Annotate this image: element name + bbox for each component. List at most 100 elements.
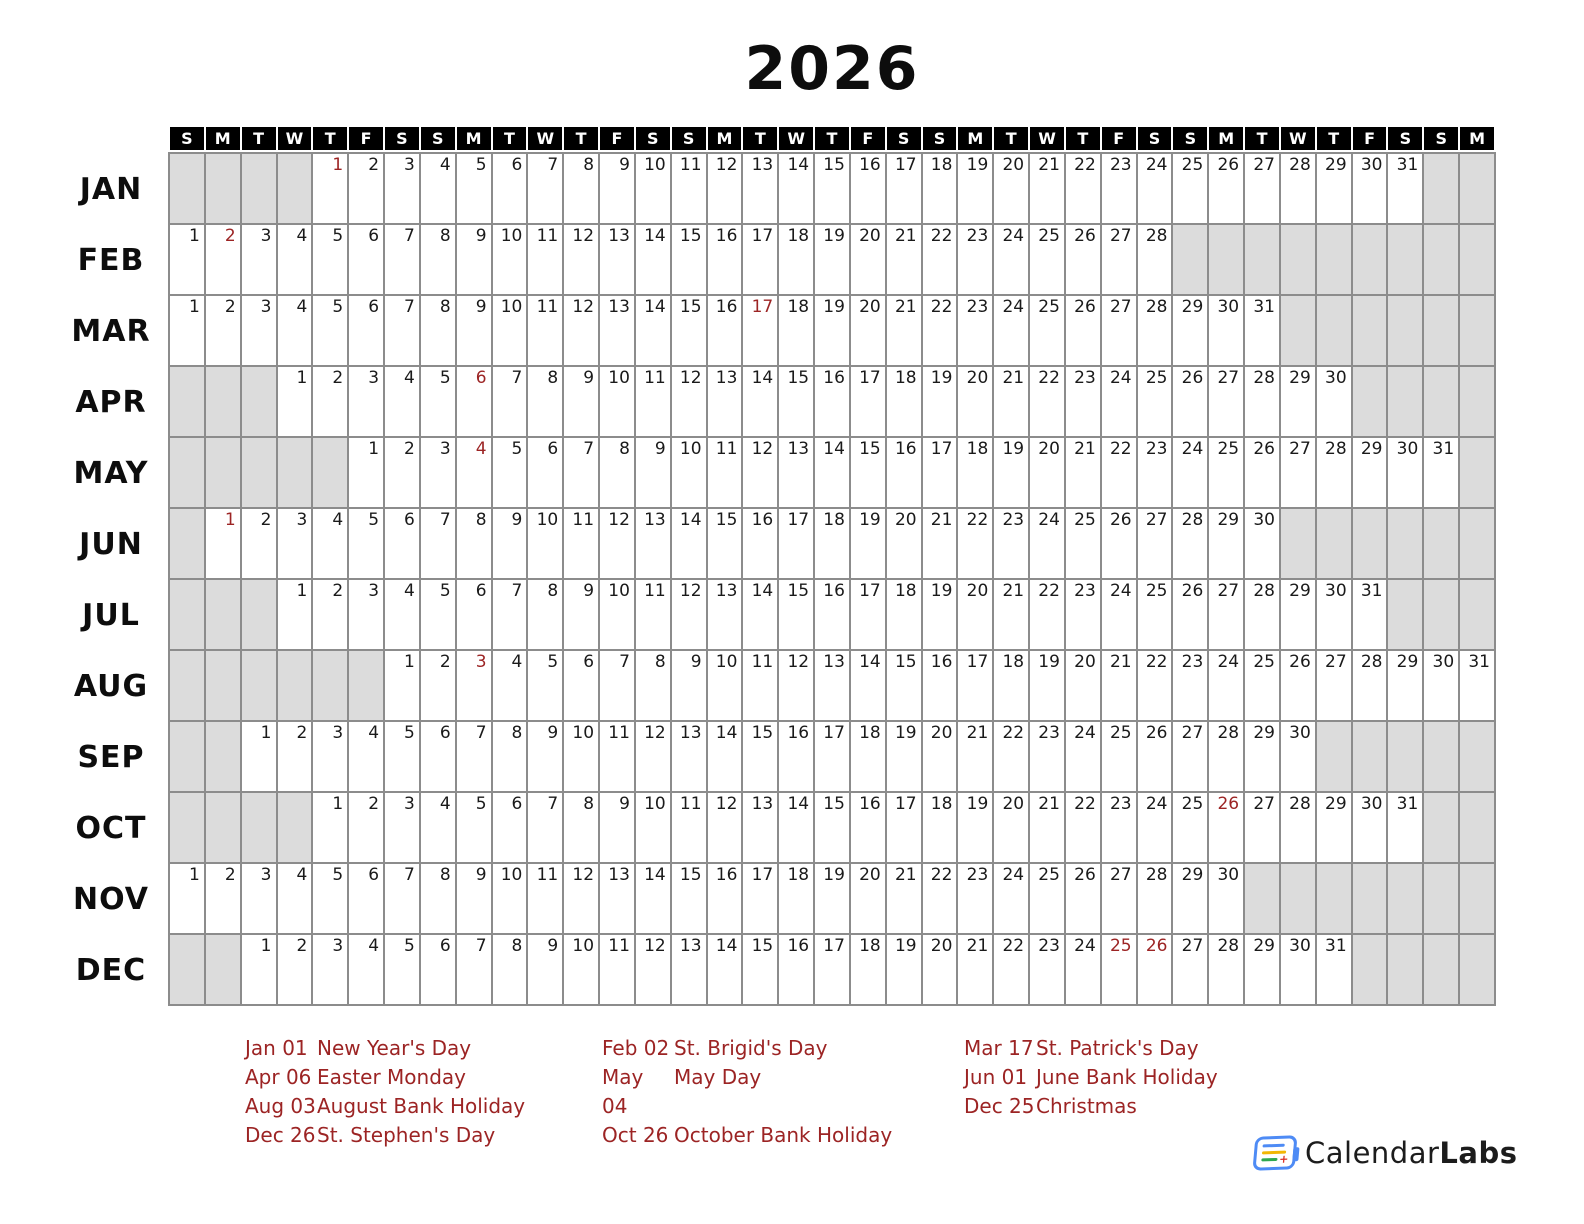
weekday-header-cell-15: S <box>671 127 706 150</box>
empty-cell <box>1245 864 1279 933</box>
holiday-date: Mar 17 <box>964 1036 1034 1060</box>
day-cell-feb-8: 8 <box>420 225 455 294</box>
empty-cell <box>1388 367 1423 436</box>
day-cell-nov-30: 30 <box>1209 864 1244 933</box>
empty-cell <box>1352 296 1387 365</box>
day-cell-nov-8: 8 <box>420 864 455 933</box>
empty-cell <box>349 651 384 720</box>
holiday-name: Christmas <box>1036 1094 1137 1118</box>
day-cell-feb-24: 24 <box>994 225 1029 294</box>
day-cell-mar-8: 8 <box>420 296 455 365</box>
day-cell-nov-17: 17 <box>743 864 778 933</box>
month-label-dec: DEC <box>75 953 147 988</box>
day-cell-dec-13: 13 <box>671 935 706 1004</box>
day-cell-nov-15: 15 <box>671 864 706 933</box>
day-cell-apr-5: 5 <box>420 367 455 436</box>
weekday-header-cell-25: W <box>1030 127 1064 150</box>
day-cell-apr-18: 18 <box>886 367 921 436</box>
day-cell-aug-4: 4 <box>492 651 527 720</box>
day-cell-sep-6: 6 <box>420 722 455 791</box>
empty-cell <box>1388 580 1423 649</box>
day-cell-apr-6: 6 <box>456 367 491 436</box>
empty-cell <box>1424 935 1459 1004</box>
logo-red-plus-icon: + <box>1278 1152 1290 1166</box>
day-cell-sep-19: 19 <box>886 722 921 791</box>
day-cell-jan-26: 26 <box>1209 154 1244 223</box>
day-cell-oct-25: 25 <box>1173 793 1208 862</box>
day-cell-mar-14: 14 <box>635 296 670 365</box>
day-cell-jan-31: 31 <box>1388 154 1423 223</box>
holiday-legend-item: Jan 01 New Year's Day <box>245 1034 525 1063</box>
holiday-legend-item: Mar 17 St. Patrick's Day <box>964 1034 1218 1063</box>
day-cell-mar-9: 9 <box>456 296 491 365</box>
day-cell-jul-31: 31 <box>1352 580 1387 649</box>
day-cell-nov-26: 26 <box>1065 864 1100 933</box>
day-cell-dec-5: 5 <box>385 935 419 1004</box>
day-cell-apr-12: 12 <box>671 367 706 436</box>
day-cell-oct-10: 10 <box>635 793 670 862</box>
day-cell-apr-4: 4 <box>385 367 419 436</box>
day-cell-may-23: 23 <box>1137 438 1172 507</box>
day-cell-may-24: 24 <box>1173 438 1208 507</box>
day-cell-jun-26: 26 <box>1101 509 1136 578</box>
day-cell-sep-30: 30 <box>1280 722 1315 791</box>
day-cell-apr-8: 8 <box>528 367 563 436</box>
day-cell-feb-28: 28 <box>1137 225 1172 294</box>
day-cell-nov-27: 27 <box>1101 864 1136 933</box>
day-cell-may-31: 31 <box>1424 438 1459 507</box>
day-cell-jun-17: 17 <box>779 509 814 578</box>
day-cell-mar-19: 19 <box>815 296 849 365</box>
weekday-header-cell-23: M <box>958 127 993 150</box>
weekday-header-cell-18: W <box>779 127 814 150</box>
weekday-header-cell-24: T <box>994 127 1029 150</box>
day-cell-oct-5: 5 <box>456 793 491 862</box>
day-cell-nov-5: 5 <box>313 864 348 933</box>
day-cell-feb-27: 27 <box>1101 225 1136 294</box>
day-cell-aug-12: 12 <box>779 651 814 720</box>
day-cell-jun-25: 25 <box>1065 509 1100 578</box>
day-cell-mar-7: 7 <box>385 296 419 365</box>
day-cell-aug-19: 19 <box>1030 651 1064 720</box>
day-cell-may-5: 5 <box>492 438 527 507</box>
day-cell-apr-21: 21 <box>994 367 1029 436</box>
empty-cell <box>1316 225 1351 294</box>
weekday-header-cell-10: T <box>492 127 527 150</box>
day-cell-mar-11: 11 <box>528 296 563 365</box>
day-cell-sep-28: 28 <box>1209 722 1244 791</box>
empty-cell <box>1460 580 1494 649</box>
day-cell-dec-12: 12 <box>635 935 670 1004</box>
empty-cell <box>1424 580 1459 649</box>
day-cell-jun-22: 22 <box>958 509 993 578</box>
day-cell-jul-13: 13 <box>707 580 742 649</box>
holiday-legend-item: Jun 01 June Bank Holiday <box>964 1063 1218 1092</box>
day-cell-dec-25: 25 <box>1101 935 1136 1004</box>
weekday-header-cell-3: T <box>241 127 276 150</box>
day-cell-dec-27: 27 <box>1173 935 1208 1004</box>
day-cell-aug-2: 2 <box>420 651 455 720</box>
day-cell-oct-17: 17 <box>886 793 921 862</box>
empty-cell <box>1316 296 1351 365</box>
holiday-date: May 04 <box>602 1065 644 1118</box>
day-cell-apr-30: 30 <box>1316 367 1351 436</box>
day-cell-oct-29: 29 <box>1316 793 1351 862</box>
empty-cell <box>1424 793 1459 862</box>
day-cell-sep-23: 23 <box>1030 722 1064 791</box>
holiday-date: Aug 03 <box>245 1094 316 1118</box>
day-cell-feb-14: 14 <box>635 225 670 294</box>
day-cell-mar-28: 28 <box>1137 296 1172 365</box>
day-cell-oct-6: 6 <box>492 793 527 862</box>
day-cell-jul-5: 5 <box>420 580 455 649</box>
weekday-header-cell-34: F <box>1352 127 1387 150</box>
holiday-name: St. Brigid's Day <box>674 1036 828 1060</box>
day-cell-may-29: 29 <box>1352 438 1387 507</box>
day-cell-jan-9: 9 <box>600 154 634 223</box>
day-cell-mar-30: 30 <box>1209 296 1244 365</box>
day-cell-sep-20: 20 <box>922 722 957 791</box>
day-cell-apr-9: 9 <box>564 367 599 436</box>
day-cell-jul-21: 21 <box>994 580 1029 649</box>
day-cell-mar-12: 12 <box>564 296 599 365</box>
empty-cell <box>1388 296 1423 365</box>
empty-cell <box>241 154 276 223</box>
day-cell-apr-29: 29 <box>1280 367 1315 436</box>
